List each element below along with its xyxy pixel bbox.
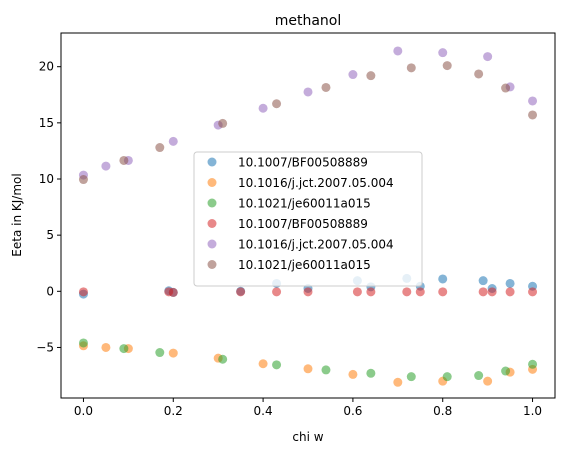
y-tick-label: −5 bbox=[36, 340, 54, 354]
data-point bbox=[321, 82, 331, 92]
series-6 bbox=[78, 61, 538, 185]
plot-area: 0.0 0.2 0.4 0.6 0.8 1.0 −5 0 5 10 15 20 bbox=[36, 32, 556, 418]
y-tick-label: 15 bbox=[39, 116, 54, 130]
y-tick-label: 10 bbox=[39, 172, 54, 186]
data-point bbox=[218, 354, 228, 364]
data-point bbox=[528, 287, 538, 297]
data-point bbox=[366, 287, 376, 297]
data-point bbox=[303, 87, 313, 97]
legend-marker bbox=[207, 157, 217, 167]
data-point bbox=[272, 99, 282, 109]
data-point bbox=[352, 287, 362, 297]
data-point bbox=[348, 70, 358, 80]
x-tick-label: 0.6 bbox=[343, 404, 362, 418]
data-point bbox=[393, 46, 403, 56]
data-point bbox=[218, 118, 228, 128]
data-point bbox=[101, 342, 111, 352]
data-point bbox=[528, 96, 538, 106]
data-point bbox=[366, 71, 376, 81]
data-point bbox=[78, 287, 88, 297]
data-point bbox=[321, 365, 331, 375]
data-point bbox=[501, 83, 511, 93]
data-point bbox=[303, 287, 313, 297]
data-point bbox=[528, 110, 538, 120]
legend-box bbox=[193, 151, 423, 287]
legend-marker bbox=[207, 219, 217, 228]
data-point bbox=[478, 276, 488, 286]
data-point bbox=[348, 369, 358, 379]
data-point bbox=[168, 136, 178, 146]
data-point bbox=[258, 359, 268, 369]
data-point bbox=[415, 287, 425, 297]
data-point bbox=[483, 52, 493, 62]
legend-marker bbox=[207, 239, 217, 249]
data-point bbox=[168, 348, 178, 358]
data-point bbox=[478, 287, 488, 297]
data-point bbox=[101, 161, 111, 171]
y-tick-label: 0 bbox=[46, 284, 54, 298]
data-point bbox=[438, 48, 448, 58]
x-tick-label: 1.0 bbox=[523, 404, 542, 418]
legend-entry: 10.1016/j.jct.2007.05.004 bbox=[238, 176, 394, 190]
x-tick-label: 0.0 bbox=[74, 404, 93, 418]
data-point bbox=[483, 376, 493, 386]
data-point bbox=[406, 63, 416, 73]
data-point bbox=[78, 338, 88, 348]
data-point bbox=[528, 359, 538, 369]
legend: 10.1007/BF00508889 10.1016/j.jct.2007.05.… bbox=[193, 151, 423, 287]
data-point bbox=[505, 278, 515, 288]
data-point bbox=[303, 364, 313, 374]
data-point bbox=[155, 348, 165, 358]
data-point bbox=[393, 377, 403, 387]
legend-entry: 10.1016/j.jct.2007.05.004 bbox=[238, 238, 394, 252]
legend-entry: 10.1021/je60011a015 bbox=[238, 197, 371, 211]
legend-entry: 10.1021/je60011a015 bbox=[238, 258, 371, 272]
axis-ticks: 0.0 0.2 0.4 0.6 0.8 1.0 −5 0 5 10 15 20 bbox=[36, 60, 542, 418]
data-point bbox=[272, 287, 282, 297]
y-axis-label: Eeta in KJ/mol bbox=[10, 173, 24, 256]
data-point bbox=[442, 372, 452, 382]
data-point bbox=[78, 175, 88, 185]
plot-frame bbox=[60, 32, 556, 399]
y-tick-label: 5 bbox=[46, 228, 54, 242]
y-tick-label: 20 bbox=[39, 60, 54, 74]
data-point bbox=[505, 287, 515, 297]
data-point bbox=[474, 69, 484, 79]
series-3 bbox=[78, 338, 538, 382]
data-point bbox=[438, 274, 448, 284]
legend-marker bbox=[207, 198, 217, 208]
data-point bbox=[487, 287, 497, 297]
data-point bbox=[236, 287, 246, 297]
x-tick-label: 0.4 bbox=[254, 404, 273, 418]
legend-marker bbox=[207, 260, 217, 269]
data-point bbox=[474, 371, 484, 381]
legend-entry: 10.1007/BF00508889 bbox=[238, 156, 368, 170]
data-point bbox=[155, 143, 165, 153]
data-point bbox=[501, 366, 511, 376]
data-point bbox=[258, 103, 268, 113]
legend-entry: 10.1007/BF00508889 bbox=[238, 217, 368, 231]
x-axis-label: chi w bbox=[292, 430, 323, 444]
data-point bbox=[438, 287, 448, 297]
data-point bbox=[402, 287, 412, 297]
series-4 bbox=[78, 287, 538, 297]
data-point bbox=[272, 360, 282, 370]
series-2 bbox=[78, 341, 538, 387]
data-point bbox=[119, 155, 129, 165]
data-point bbox=[442, 61, 452, 71]
x-tick-label: 0.2 bbox=[164, 404, 183, 418]
legend-marker bbox=[207, 178, 217, 187]
data-point bbox=[168, 287, 178, 297]
data-point bbox=[406, 372, 416, 382]
chart-title: methanol bbox=[275, 13, 342, 29]
x-tick-label: 0.8 bbox=[433, 404, 452, 418]
data-point bbox=[119, 344, 129, 354]
data-point bbox=[366, 368, 376, 378]
